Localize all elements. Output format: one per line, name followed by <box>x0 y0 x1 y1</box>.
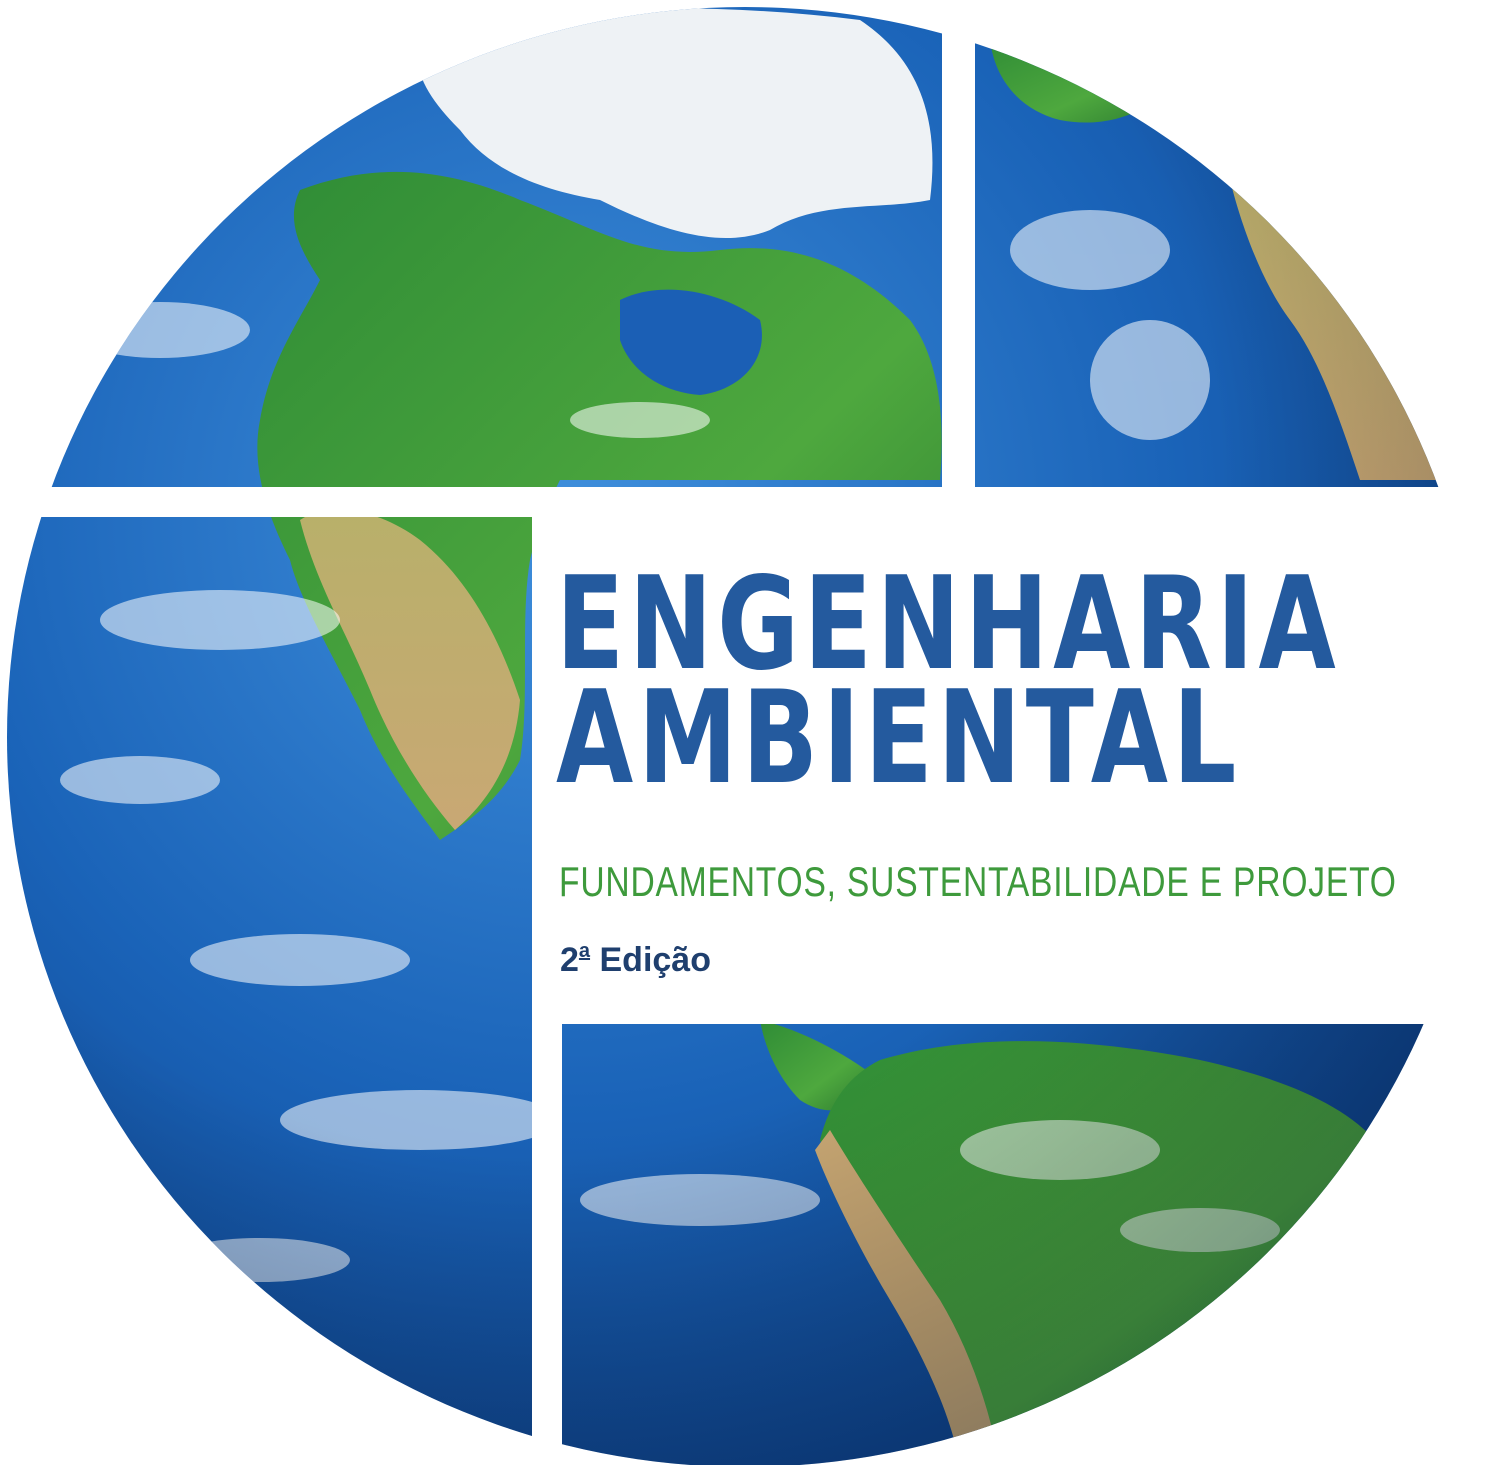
edition-number: 2 <box>560 941 579 979</box>
title-line-2: AMBIENTAL <box>556 664 1241 813</box>
subtitle: FUNDAMENTOS, SUSTENTABILIDADE E PROJETO <box>559 858 1397 905</box>
title-block: ENGENHARIA AMBIENTAL <box>556 550 1456 813</box>
edition-ordinal: a <box>578 940 591 962</box>
edition-label: 2a Edição <box>560 940 711 980</box>
title-line-1: ENGENHARIA <box>556 550 1341 699</box>
edition-word: Edição <box>599 941 711 979</box>
